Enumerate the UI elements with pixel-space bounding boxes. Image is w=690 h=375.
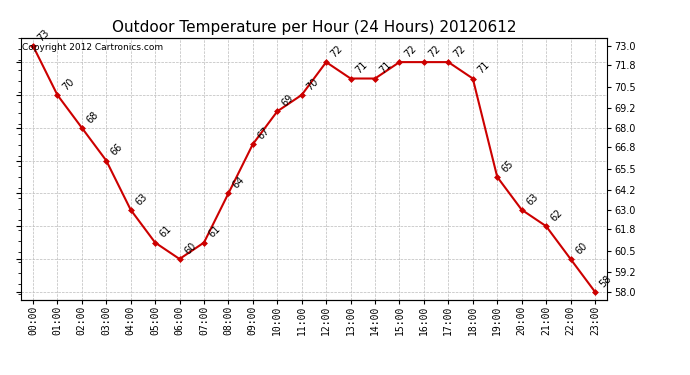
Text: Copyright 2012 Cartronics.com: Copyright 2012 Cartronics.com bbox=[22, 43, 163, 52]
Text: 73: 73 bbox=[36, 27, 52, 43]
Text: 63: 63 bbox=[133, 191, 149, 207]
Text: 71: 71 bbox=[475, 60, 491, 76]
Text: 60: 60 bbox=[182, 240, 198, 256]
Text: 63: 63 bbox=[524, 191, 540, 207]
Title: Outdoor Temperature per Hour (24 Hours) 20120612: Outdoor Temperature per Hour (24 Hours) … bbox=[112, 20, 516, 35]
Text: 61: 61 bbox=[158, 224, 174, 240]
Text: 72: 72 bbox=[426, 44, 442, 59]
Text: 70: 70 bbox=[60, 76, 76, 92]
Text: 64: 64 bbox=[231, 175, 247, 190]
Text: 68: 68 bbox=[85, 109, 100, 125]
Text: 65: 65 bbox=[500, 158, 516, 174]
Text: 72: 72 bbox=[402, 44, 418, 59]
Text: 66: 66 bbox=[109, 142, 125, 158]
Text: 61: 61 bbox=[207, 224, 222, 240]
Text: 71: 71 bbox=[378, 60, 393, 76]
Text: 72: 72 bbox=[329, 44, 345, 59]
Text: 72: 72 bbox=[451, 44, 467, 59]
Text: 71: 71 bbox=[353, 60, 369, 76]
Text: 69: 69 bbox=[280, 93, 296, 108]
Text: 67: 67 bbox=[255, 126, 271, 141]
Text: 58: 58 bbox=[598, 273, 613, 289]
Text: 62: 62 bbox=[549, 208, 564, 224]
Text: 60: 60 bbox=[573, 240, 589, 256]
Text: 70: 70 bbox=[304, 76, 320, 92]
